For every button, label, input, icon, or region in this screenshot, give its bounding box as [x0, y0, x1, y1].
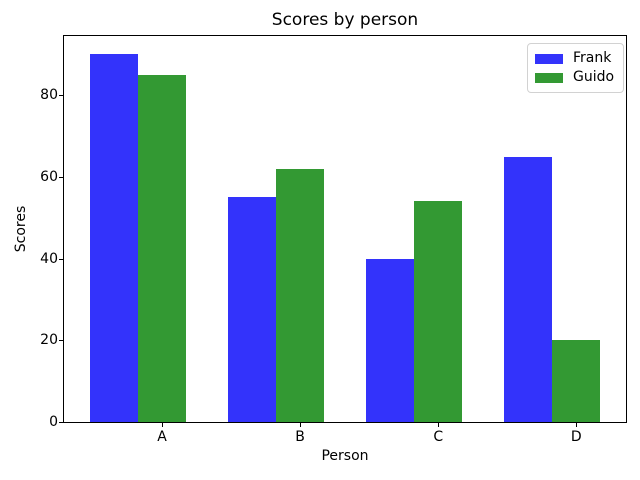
x-tick-label-D: D: [570, 429, 582, 445]
y-tick-label-40: 40: [40, 250, 58, 267]
y-tick-mark-80: [59, 95, 63, 97]
bar-frank-D: [503, 156, 553, 422]
bar-frank-B: [227, 197, 276, 422]
bar-guido-A: [137, 74, 187, 422]
legend: Frank Guido: [527, 43, 625, 93]
legend-swatch-frank: [535, 53, 563, 64]
legend-item-frank: Frank: [535, 49, 614, 68]
x-tick-mark-C: [438, 423, 440, 427]
bar-frank-A: [89, 54, 138, 422]
bar-guido-D: [552, 340, 601, 422]
y-tick-mark-20: [59, 340, 63, 342]
y-axis-label: Scores: [13, 205, 29, 253]
x-tick-mark-A: [162, 423, 164, 427]
x-tick-label-B: B: [295, 429, 305, 445]
y-tick-label-80: 80: [40, 87, 58, 104]
bar-guido-C: [414, 201, 463, 422]
chart-title: Scores by person: [271, 10, 419, 30]
legend-swatch-guido: [535, 72, 563, 83]
y-tick-label-0: 0: [49, 414, 58, 430]
y-tick-mark-60: [59, 176, 63, 178]
x-tick-mark-B: [300, 423, 302, 427]
x-tick-mark-D: [576, 423, 578, 427]
y-tick-label-60: 60: [40, 168, 58, 185]
x-axis-label: Person: [321, 448, 369, 464]
bar-frank-C: [365, 258, 415, 422]
x-tick-label-C: C: [433, 429, 444, 445]
legend-label-guido: Guido: [573, 69, 615, 85]
x-tick-label-A: A: [157, 429, 167, 445]
bar-guido-B: [275, 168, 325, 422]
y-tick-mark-40: [59, 258, 63, 260]
legend-label-frank: Frank: [573, 50, 612, 66]
plot-area: Frank Guido: [63, 35, 627, 423]
y-tick-label-20: 20: [40, 332, 58, 349]
legend-item-guido: Guido: [535, 68, 614, 87]
y-tick-mark-0: [59, 422, 63, 423]
